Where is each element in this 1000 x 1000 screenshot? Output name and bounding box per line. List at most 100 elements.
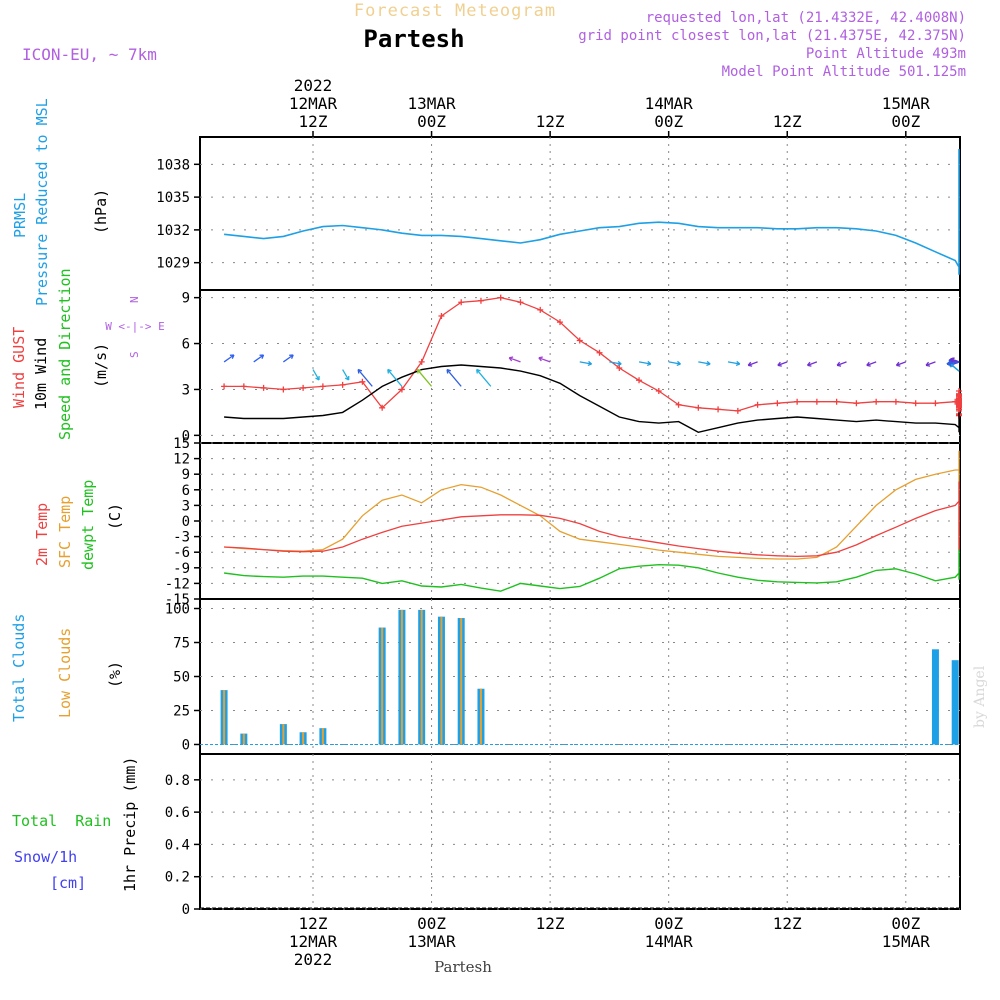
wind-arrow-shaft: [925, 361, 936, 366]
top-axis-label: 12MAR: [289, 94, 338, 113]
top-axis-label: 14MAR: [645, 94, 694, 113]
wind-arrow: [777, 361, 788, 367]
gust-marker: [616, 365, 623, 372]
wind-arrow: [446, 368, 462, 387]
cm-unit: [cm]: [50, 874, 86, 892]
low-cloud-bar: [420, 609, 423, 745]
compass-n: N: [128, 296, 141, 303]
wind-arrow-head: [357, 368, 363, 374]
wind-arrow-shaft: [896, 361, 907, 366]
total-rain-label: Total Rain: [12, 812, 111, 830]
model-label: ICON-EU, ~ 7km: [22, 45, 157, 64]
wind-arrow-shaft: [950, 358, 960, 363]
wind-arrow: [638, 360, 652, 367]
cloud-labels: Total Clouds Low Clouds (%): [10, 614, 124, 722]
gust-marker: [339, 381, 346, 388]
gust-marker: [576, 337, 583, 344]
panel-frame: [199, 753, 961, 910]
gust-marker: [280, 386, 287, 393]
y-tick-label: 0: [182, 902, 190, 918]
wind-arrow-shaft: [282, 354, 294, 363]
top-axis-label: 2022: [294, 76, 333, 95]
low-clouds-label: Low Clouds: [56, 628, 74, 718]
low-cloud-bar: [242, 733, 245, 745]
wind-arrow-head: [925, 361, 931, 367]
y-tick-label: 0: [182, 428, 190, 444]
wind-arrow-head: [508, 356, 514, 362]
gust-marker: [517, 299, 524, 306]
wind10-label: 10m Wind: [32, 338, 50, 410]
gust-marker: [956, 401, 962, 408]
top-axis-label: 13MAR: [407, 94, 456, 113]
bottom-axis-label: 15MAR: [882, 932, 931, 951]
gust-marker: [715, 406, 722, 413]
bottom-axis-label: 12Z: [536, 914, 565, 933]
gust-marker: [221, 383, 228, 390]
top-axis-label: 12Z: [536, 112, 565, 131]
wind-arrow-head: [836, 361, 842, 367]
gust-marker: [319, 383, 326, 390]
wind-arrow-head: [946, 360, 952, 367]
wind-arrow-shaft: [949, 362, 960, 372]
y-tick-label: -9: [173, 561, 190, 577]
wind-arrow-head: [587, 360, 593, 367]
wind-arrow: [747, 361, 758, 367]
gust-marker: [418, 358, 425, 365]
dewpt-line: [224, 549, 960, 592]
wind-arrow: [727, 360, 741, 367]
dewpt-label: dewpt Temp: [79, 480, 97, 570]
y-tick-label: 25: [173, 703, 190, 719]
wind-arrow-head: [950, 357, 955, 363]
wind-arrow-head: [538, 356, 543, 362]
wind-arrow-shaft: [668, 361, 681, 365]
y-tick-label: 100: [165, 602, 190, 618]
compass-we: W <-|-> E: [105, 320, 165, 333]
snow-label: Snow/1h: [14, 848, 77, 866]
wind-arrow: [946, 360, 960, 367]
bottom-axis-label: 13MAR: [407, 932, 456, 951]
ms-unit: (m/s): [92, 343, 110, 388]
wind-arrow-shaft: [387, 369, 403, 387]
wind-arrow-shaft: [579, 361, 592, 365]
y-tick-label: 0: [182, 514, 190, 530]
wind10-line: [224, 364, 960, 434]
gust-marker: [260, 384, 267, 391]
wind-arrow: [949, 362, 960, 372]
temp-labels: 2m Temp SFC Temp dewpt Temp (C): [33, 480, 124, 570]
wind-arrow-head: [895, 361, 901, 367]
bottom-axis-label: 12MAR: [289, 932, 338, 951]
wind-arrow: [866, 361, 877, 367]
temp2m-label: 2m Temp: [33, 503, 51, 566]
wind-arrow-head: [706, 360, 711, 367]
chart-title: Forecast Meteogram: [354, 1, 556, 21]
wind-arrow-shaft: [866, 361, 877, 366]
wind-arrow-head: [777, 361, 782, 367]
bottom-axis-label: 00Z: [417, 914, 446, 933]
wind-arrow-head: [259, 354, 265, 359]
low-cloud-bar: [440, 616, 443, 745]
y-tick-label: 1032: [156, 223, 190, 239]
requested-coords: requested lon,lat (21.4332E, 42.4008N): [646, 10, 966, 26]
gust-marker: [398, 386, 405, 393]
wind-arrow: [579, 360, 593, 367]
wind-arrow-head: [646, 360, 652, 367]
low-cloud-bar: [460, 618, 463, 745]
gust-marker: [774, 400, 781, 407]
wind-arrow-head: [344, 375, 350, 381]
wind-arrow-head: [446, 368, 452, 374]
wind-arrow-head: [387, 368, 392, 374]
wind-arrow-shaft: [947, 361, 960, 365]
wind-arrow-shaft: [312, 369, 320, 381]
wind-arrow-head: [806, 361, 812, 367]
y-tick-label: 0.2: [165, 870, 190, 886]
y-tick-label: 1038: [156, 157, 190, 173]
gust-marker: [438, 313, 445, 320]
pct-unit: (%): [106, 661, 124, 688]
temp2m-line: [224, 481, 960, 558]
bottom-axis-label: 00Z: [654, 914, 683, 933]
wind-arrow-head: [735, 360, 741, 367]
y-tick-label: 9: [182, 467, 190, 483]
wind-dir-label: Speed and Direction: [56, 268, 74, 440]
